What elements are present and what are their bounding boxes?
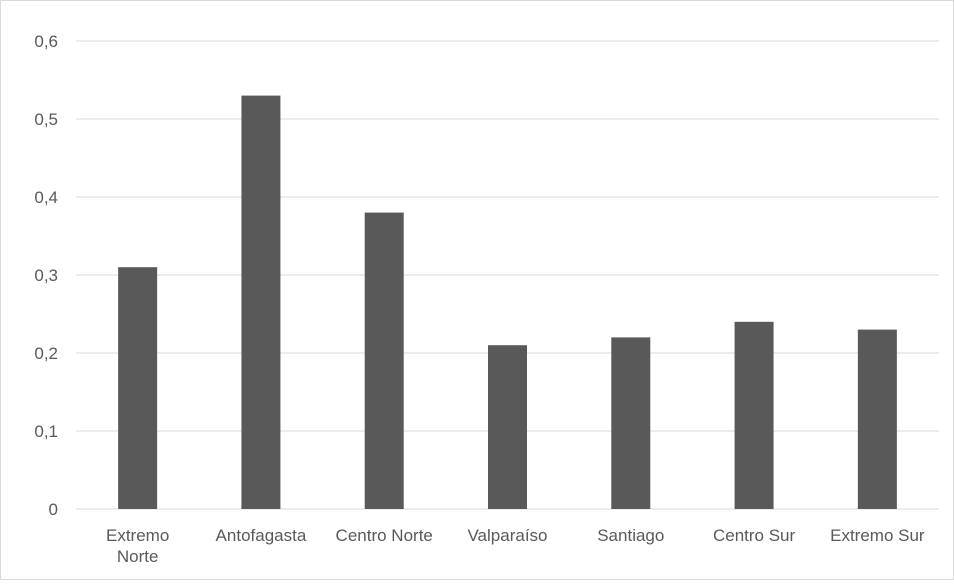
x-tick-label: Centro Norte	[336, 526, 433, 545]
bar	[734, 321, 774, 509]
x-axis-tick-labels: Extremo Norte Antofagasta Centro Norte Valpa…	[106, 526, 925, 566]
x-tick-label-line: Extremo	[106, 526, 169, 545]
bar	[611, 337, 651, 509]
x-tick-label-line: Centro Sur	[713, 526, 796, 545]
y-tick-label: 0,2	[34, 344, 58, 363]
y-tick-label: 0,4	[34, 188, 58, 207]
y-tick-label: 0,5	[34, 110, 58, 129]
bar	[857, 329, 897, 509]
y-tick-label: 0	[49, 500, 58, 519]
bar	[364, 212, 404, 509]
bar	[118, 267, 158, 509]
y-tick-label: 0,6	[34, 32, 58, 51]
x-tick-label-line: Centro Norte	[336, 526, 433, 545]
x-tick-label: Santiago	[597, 526, 664, 545]
x-tick-label: Valparaíso	[467, 526, 547, 545]
x-tick-label: Extremo Norte	[106, 526, 169, 566]
y-tick-label: 0,3	[34, 266, 58, 285]
y-axis-tick-labels: 0 0,1 0,2 0,3 0,4 0,5 0,6	[34, 32, 58, 519]
x-tick-label-line: Antofagasta	[216, 526, 307, 545]
x-tick-label-line: Santiago	[597, 526, 664, 545]
x-tick-label-line: Extremo Sur	[830, 526, 925, 545]
x-tick-label-line: Valparaíso	[467, 526, 547, 545]
x-tick-label: Antofagasta	[216, 526, 307, 545]
x-tick-label-line: Norte	[117, 547, 159, 566]
x-tick-label: Extremo Sur	[830, 526, 925, 545]
bar	[241, 95, 281, 509]
x-tick-label: Centro Sur	[713, 526, 796, 545]
bar	[488, 345, 527, 509]
y-tick-label: 0,1	[34, 422, 58, 441]
bars	[118, 95, 897, 509]
